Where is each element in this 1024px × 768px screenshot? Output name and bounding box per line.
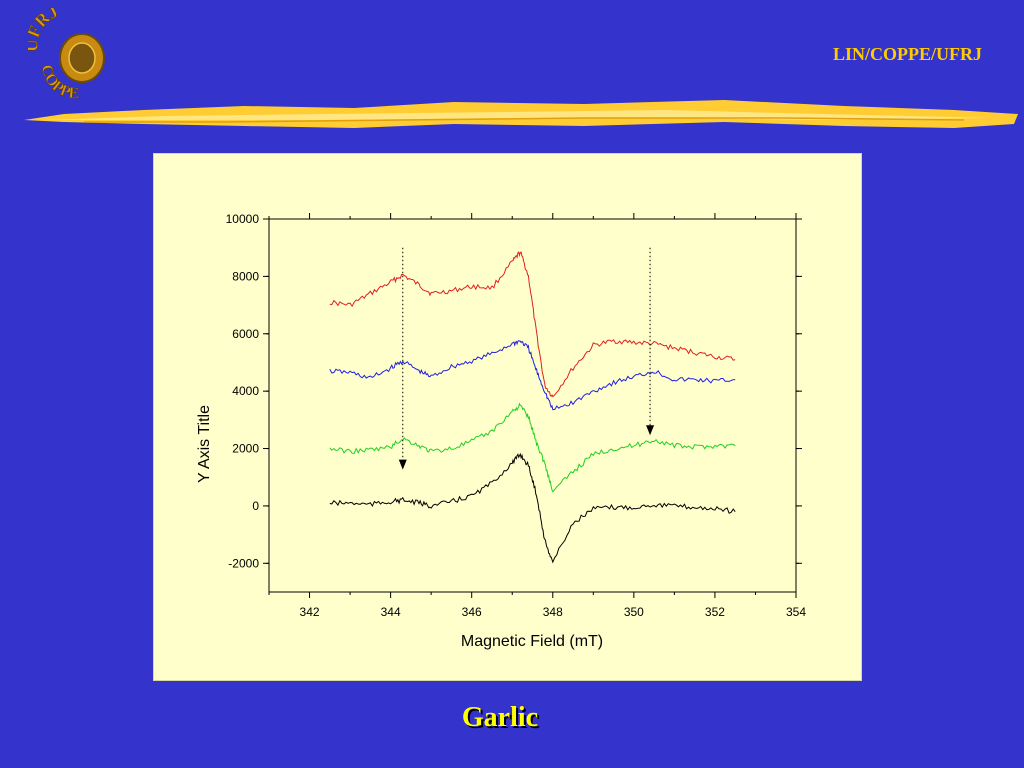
x-tick-label: 348 (543, 605, 563, 619)
y-tick-label: 4000 (232, 384, 259, 398)
chart-panel: 342 344 346 348 350 352 354 -2000 0 2000 4000 6000 8… (153, 153, 862, 681)
series-line-green (329, 402, 736, 493)
svg-text:UFRJ: UFRJ (28, 8, 61, 52)
x-tick-label: 350 (624, 605, 644, 619)
y-tick-label: 8000 (232, 269, 259, 283)
series-line-blue (329, 339, 736, 411)
series-line-red (329, 251, 736, 398)
y-axis-title: Y Axis Title (196, 405, 213, 483)
brush-stroke-divider (24, 100, 1018, 128)
slide-caption: Garlic (461, 702, 539, 733)
logo-letters-top: UFRJ (28, 8, 61, 52)
x-tick-label: 354 (786, 605, 806, 619)
ufrj-coppe-logo-icon: UFRJ COPPE (28, 8, 105, 100)
x-tick-label: 352 (705, 605, 725, 619)
x-tick-label: 342 (300, 605, 320, 619)
arrow-head-icon (398, 459, 407, 470)
arrow-head-icon (646, 425, 655, 436)
x-axis-title: Magnetic Field (mT) (461, 633, 603, 650)
y-tick-label: 6000 (232, 327, 259, 341)
esr-spectrum-chart: 342 344 346 348 350 352 354 -2000 0 2000 4000 6000 8… (196, 212, 806, 650)
y-tick-label: 2000 (232, 442, 259, 456)
plot-frame (268, 218, 797, 593)
y-tick-label: -2000 (228, 556, 259, 570)
org-header-text: LIN/COPPE/UFRJ (832, 44, 982, 64)
x-tick-label: 346 (462, 605, 482, 619)
series-line-black (329, 452, 736, 564)
y-tick-label: 10000 (226, 212, 260, 226)
y-tick-label: 0 (252, 499, 259, 513)
x-tick-label: 344 (381, 605, 401, 619)
